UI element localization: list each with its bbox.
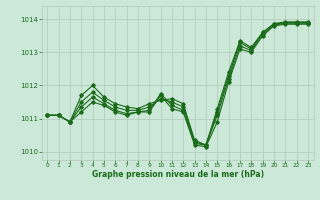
X-axis label: Graphe pression niveau de la mer (hPa): Graphe pression niveau de la mer (hPa) bbox=[92, 170, 264, 179]
